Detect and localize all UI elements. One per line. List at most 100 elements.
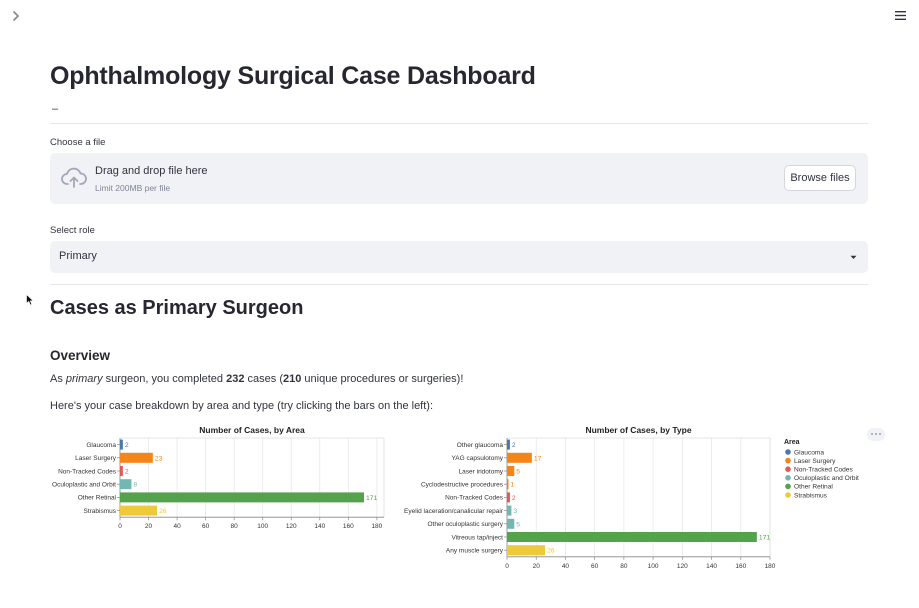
x-tick-label: 0	[118, 523, 122, 530]
y-tick-label: Non-Tracked Codes	[58, 468, 117, 475]
file-dropzone[interactable]: Drag and drop file here Limit 200MB per …	[50, 153, 868, 204]
y-tick-label: Laser Surgery	[75, 455, 117, 462]
bar-value-label: 26	[547, 548, 555, 555]
bar	[507, 532, 757, 542]
legend-label: Strabismus	[794, 492, 828, 499]
bar-value-label: 2	[125, 442, 129, 449]
bar-value-label: 23	[155, 455, 163, 462]
mouse-cursor-icon	[26, 294, 34, 306]
bar	[507, 439, 510, 450]
bar-value-label: 2	[125, 469, 129, 476]
bar-value-label: 3	[513, 508, 517, 515]
section-title: Cases as Primary Surgeon	[50, 297, 304, 319]
bar-value-label: 2	[512, 495, 516, 502]
chart-legend: Area Glaucoma Laser Surgery Non-Tracked Cod…	[784, 439, 859, 499]
x-tick-label: 160	[735, 563, 746, 570]
legend-label: Non-Tracked Codes	[794, 467, 853, 474]
y-tick-label: Eyelid laceration/canalicular repair	[404, 508, 504, 515]
bar	[507, 479, 509, 490]
cloud-upload-icon	[61, 167, 87, 188]
x-tick-label: 120	[286, 523, 297, 530]
bar-value-label: 17	[534, 455, 542, 462]
page-title: Ophthalmology Surgical Case Dashboard	[50, 62, 536, 90]
dropzone-limit: Limit 200MB per file	[95, 183, 171, 193]
x-tick-label: 100	[257, 523, 268, 530]
bar	[507, 466, 515, 476]
x-tick-label: 60	[591, 563, 599, 570]
x-tick-label: 140	[706, 563, 717, 570]
role-select[interactable]: Primary	[50, 241, 868, 273]
y-tick-label: Laser iridotomy	[459, 468, 504, 475]
legend-title: Area	[784, 439, 800, 446]
x-tick-label: 120	[677, 563, 688, 570]
x-tick-label: 100	[648, 563, 659, 570]
bar-value-label: 8	[133, 482, 137, 489]
legend-swatch	[785, 466, 791, 473]
x-tick-label: 20	[533, 563, 541, 570]
legend-label: Other Retinal	[794, 484, 833, 491]
x-tick-label: 40	[173, 523, 181, 530]
x-tick-label: 0	[505, 563, 509, 570]
y-tick-label: Other oculoplastic surgery	[427, 521, 503, 528]
bar	[507, 545, 545, 556]
divider	[50, 284, 868, 285]
hamburger-menu-icon[interactable]	[894, 9, 907, 22]
role-select-value: Primary	[59, 250, 97, 262]
x-tick-label: 80	[231, 523, 239, 530]
chart-by-area[interactable]: Number of Cases, by Area 0 20 40 60 80 100 120 1…	[52, 425, 385, 530]
x-tick-label: 80	[620, 563, 628, 570]
legend-swatch	[785, 492, 791, 498]
bar	[120, 439, 123, 450]
chevron-down-icon	[850, 255, 857, 259]
bar-value-label: 171	[759, 535, 771, 542]
bar-value-label: 171	[366, 495, 378, 502]
chart-by-type[interactable]: Number of Cases, by Type 0 20 40 60 80 100 120 1…	[404, 425, 776, 570]
y-tick-label: Other Retinal	[78, 495, 117, 502]
y-tick-label: Any muscle surgery	[446, 548, 504, 555]
chart-actions-button[interactable]	[867, 428, 885, 441]
bar-value-label: 5	[516, 469, 520, 476]
y-tick-label: Oculoplastic and Orbit	[52, 482, 116, 489]
legend-swatch	[785, 449, 791, 455]
y-tick-label: Non-Tracked Codes	[445, 495, 504, 502]
bar	[120, 452, 153, 463]
bar	[507, 518, 515, 529]
bar-value-label: 1	[511, 482, 515, 489]
x-tick-label: 60	[202, 523, 210, 530]
overview-summary: As primary surgeon, you completed 232 ca…	[50, 373, 464, 385]
browse-files-button[interactable]: Browse files	[784, 165, 856, 191]
legend-label: Laser Surgery	[794, 458, 836, 465]
legend-label: Oculoplastic and Orbit	[794, 475, 859, 482]
breakdown-intro: Here's your case breakdown by area and t…	[50, 400, 434, 412]
bar	[120, 492, 365, 503]
y-tick-label: Other glaucoma	[457, 442, 504, 449]
file-uploader-label: Choose a file	[50, 137, 106, 148]
legend-swatch	[785, 475, 791, 481]
y-tick-label: YAG capsulotomy	[451, 455, 503, 462]
bar	[507, 505, 512, 516]
legend-swatch	[785, 483, 791, 490]
bar-value-label: 26	[159, 508, 167, 515]
chart-title: Number of Cases, by Area	[199, 425, 305, 435]
legend-swatch	[785, 457, 791, 464]
bar	[507, 492, 510, 503]
y-tick-label: Glaucoma	[86, 442, 116, 449]
bar	[507, 452, 532, 463]
x-tick-label: 180	[765, 563, 776, 570]
bar	[120, 505, 158, 516]
bar	[120, 466, 123, 476]
role-select-label: Select role	[50, 225, 95, 236]
bar-value-label: 2	[512, 442, 516, 449]
x-tick-label: 40	[562, 563, 570, 570]
title-divider-mark: –	[52, 103, 59, 115]
y-tick-label: Vitreous tap/inject	[451, 534, 503, 541]
expand-sidebar-chevron-icon[interactable]	[9, 9, 23, 23]
y-tick-label: Cyclodestructive procedures	[421, 482, 504, 489]
x-tick-label: 140	[314, 523, 325, 530]
legend-label: Glaucoma	[794, 449, 824, 456]
y-tick-label: Strabismus	[83, 508, 116, 515]
x-tick-label: 20	[145, 523, 153, 530]
x-tick-label: 180	[371, 523, 382, 530]
bar-value-label: 5	[516, 521, 520, 528]
bar	[120, 479, 132, 490]
